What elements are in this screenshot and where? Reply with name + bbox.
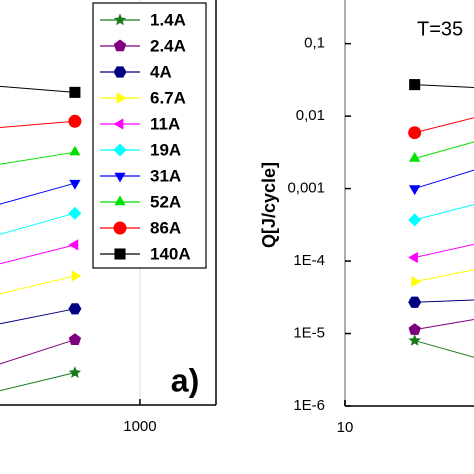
legend-label: 140A xyxy=(150,244,191,263)
series-line xyxy=(0,85,75,93)
series-line xyxy=(0,182,76,205)
series-line xyxy=(414,243,474,258)
legend-marker xyxy=(114,195,126,206)
data-point xyxy=(409,152,421,162)
legend-marker xyxy=(114,248,126,260)
legend-box xyxy=(92,2,207,269)
chart-title: T=35 xyxy=(417,18,463,40)
legend-marker xyxy=(113,13,127,26)
data-point xyxy=(408,251,418,264)
data-point xyxy=(408,296,422,308)
series-line xyxy=(0,151,75,165)
y-tick-label: 1E-4 xyxy=(293,252,325,269)
legend-marker xyxy=(113,143,127,157)
series-line xyxy=(414,340,474,358)
series-line xyxy=(414,299,474,303)
series-line xyxy=(0,308,76,325)
data-point xyxy=(68,366,82,378)
data-point xyxy=(68,114,82,128)
legend-label: 52A xyxy=(150,192,181,211)
y-tick-label: 0,001 xyxy=(287,180,325,197)
series-line xyxy=(414,204,474,221)
legend-label: 1.4A xyxy=(150,10,186,29)
series-line xyxy=(0,372,76,392)
series-line xyxy=(0,244,76,265)
legend-label: 6.7A xyxy=(150,88,186,107)
data-point xyxy=(69,86,81,98)
legend-marker xyxy=(113,118,124,130)
series-line xyxy=(414,84,474,89)
series-line xyxy=(414,169,474,190)
data-point xyxy=(409,185,421,196)
data-point xyxy=(71,270,82,282)
series-line xyxy=(414,141,474,159)
legend-marker xyxy=(113,39,127,52)
data-point xyxy=(408,334,421,346)
data-point xyxy=(68,206,82,220)
series-line xyxy=(414,117,474,134)
series-line xyxy=(0,339,76,365)
series-line xyxy=(414,319,474,331)
data-point xyxy=(408,126,422,140)
legend-marker xyxy=(114,172,126,183)
legend-marker xyxy=(116,92,127,104)
legend-label: 31A xyxy=(150,166,181,185)
data-point xyxy=(411,276,422,288)
data-point xyxy=(69,179,81,190)
data-point xyxy=(408,323,421,335)
x-tick-label: 1000 xyxy=(123,418,156,435)
legend-label: 19A xyxy=(150,140,181,159)
legend-marker xyxy=(113,66,127,78)
y-tick-label: 0,01 xyxy=(296,107,325,124)
legend-label: 11A xyxy=(150,114,180,133)
legend-label: 4A xyxy=(150,62,172,81)
panel-label: a) xyxy=(171,362,199,398)
data-point xyxy=(68,333,82,345)
data-point xyxy=(409,79,421,91)
series-line xyxy=(414,269,474,283)
x-tick-label: 10 xyxy=(337,419,354,436)
legend-label: 2.4A xyxy=(150,36,186,55)
y-tick-label: 0,1 xyxy=(304,35,325,52)
y-axis-label: Q[J/cycle] xyxy=(259,162,279,248)
y-tick-label: 1E-6 xyxy=(293,397,325,414)
y-tick-label: 1E-5 xyxy=(293,324,325,341)
legend-label: 86A xyxy=(150,218,181,237)
series-line xyxy=(0,212,76,235)
series-line xyxy=(0,275,76,295)
data-point xyxy=(69,145,81,156)
data-point xyxy=(408,213,422,227)
legend-marker xyxy=(113,221,127,235)
series-line xyxy=(0,120,75,128)
data-point xyxy=(68,303,82,315)
data-point xyxy=(68,239,79,251)
